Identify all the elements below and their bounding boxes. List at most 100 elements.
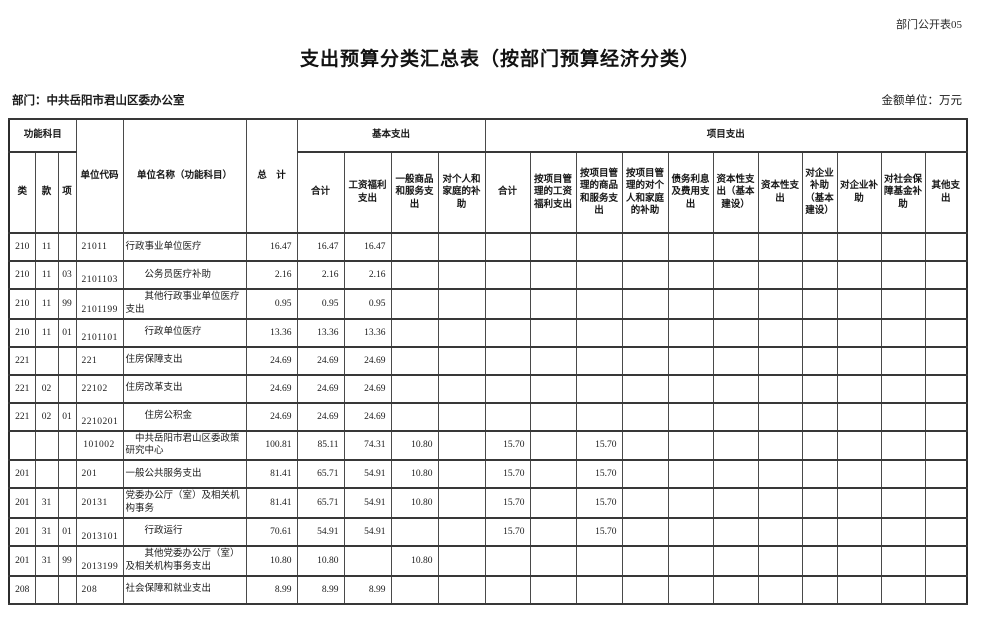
social-security-subsidy-cell	[880, 401, 926, 432]
unit-code-cell: 2013199	[75, 544, 124, 577]
table-row: 201 201 一般公共服务支出 81.41 65.71 54.91 10.80 15.70 1…	[8, 459, 968, 490]
capital-cell	[757, 401, 803, 432]
basic-individual-cell	[437, 401, 486, 432]
capital-construction-cell	[712, 260, 759, 290]
social-security-subsidy-cell	[880, 260, 926, 290]
enterprise-subsidy-cell	[836, 232, 882, 262]
basic-subtotal-cell: 13.36	[296, 317, 345, 348]
enterprise-subsidy-cell	[836, 544, 882, 577]
func-section-cell: 11	[34, 317, 59, 348]
header-project-group: 项目支出	[484, 118, 968, 153]
project-subtotal-cell	[484, 401, 531, 432]
basic-subtotal-cell: 16.47	[296, 232, 345, 262]
unit-code-cell: 201	[75, 459, 124, 490]
basic-subtotal-cell: 85.11	[296, 429, 345, 462]
project-individual-cell	[621, 345, 669, 376]
project-wages-cell	[529, 345, 577, 376]
basic-individual-cell	[437, 487, 486, 519]
func-section-cell	[34, 345, 59, 376]
basic-individual-cell	[437, 260, 486, 290]
department-label: 部门：中共岳阳市君山区委办公室	[12, 95, 185, 107]
unit-name-cell: 行政单位医疗	[122, 317, 247, 348]
debt-interest-cell	[667, 260, 714, 290]
debt-interest-cell	[667, 401, 714, 432]
project-wages-cell	[529, 401, 577, 432]
func-item-cell	[57, 232, 77, 262]
capital-construction-cell	[712, 288, 759, 320]
table-row: 210 11 01 2101101 行政单位医疗 13.36 13.36 13.36	[8, 317, 968, 348]
grand-total-cell: 10.80	[245, 544, 298, 577]
func-class-cell: 210	[8, 232, 36, 262]
basic-wages-cell: 54.91	[343, 459, 392, 490]
enterprise-subsidy-construction-cell	[801, 487, 838, 519]
other-expenditure-cell	[924, 459, 968, 490]
header-basic-individual: 对个人和家庭的补助	[437, 151, 486, 234]
func-section-cell: 11	[34, 232, 59, 262]
unit-code-cell: 22102	[75, 373, 124, 404]
project-goods-cell	[575, 373, 623, 404]
enterprise-subsidy-cell	[836, 516, 882, 547]
func-item-cell: 01	[57, 516, 77, 547]
project-subtotal-cell	[484, 373, 531, 404]
basic-goods-cell: 10.80	[390, 487, 439, 519]
basic-individual-cell	[437, 459, 486, 490]
other-expenditure-cell	[924, 288, 968, 320]
table-row: 210 11 03 2101103 公务员医疗补助 2.16 2.16 2.16	[8, 260, 968, 290]
project-individual-cell	[621, 429, 669, 462]
enterprise-subsidy-construction-cell	[801, 459, 838, 490]
grand-total-cell: 81.41	[245, 459, 298, 490]
unit-code-cell: 2013101	[75, 516, 124, 547]
project-wages-cell	[529, 373, 577, 404]
func-section-cell: 02	[34, 401, 59, 432]
enterprise-subsidy-construction-cell	[801, 373, 838, 404]
enterprise-subsidy-cell	[836, 345, 882, 376]
header-unit-code: 单位代码	[75, 118, 124, 234]
project-wages-cell	[529, 429, 577, 462]
capital-construction-cell	[712, 317, 759, 348]
project-wages-cell	[529, 487, 577, 519]
capital-cell	[757, 288, 803, 320]
basic-goods-cell	[390, 401, 439, 432]
enterprise-subsidy-cell	[836, 373, 882, 404]
project-individual-cell	[621, 317, 669, 348]
other-expenditure-cell	[924, 317, 968, 348]
unit-code-cell: 2101103	[75, 260, 124, 290]
project-subtotal-cell	[484, 544, 531, 577]
func-class-cell: 210	[8, 317, 36, 348]
header-project-wages: 按项目管理的工资福利支出	[529, 151, 577, 234]
unit-code-cell: 208	[75, 574, 124, 605]
project-subtotal-cell	[484, 317, 531, 348]
basic-subtotal-cell: 24.69	[296, 401, 345, 432]
capital-cell	[757, 260, 803, 290]
table-row: 201 31 01 2013101 行政运行 70.61 54.91 54.91 15.70 15…	[8, 516, 968, 547]
enterprise-subsidy-cell	[836, 487, 882, 519]
unit-name-cell: 住房公积金	[122, 401, 247, 432]
header-grand-total: 总 计	[245, 118, 298, 234]
func-class-cell: 210	[8, 260, 36, 290]
enterprise-subsidy-cell	[836, 260, 882, 290]
basic-wages-cell: 13.36	[343, 317, 392, 348]
enterprise-subsidy-cell	[836, 317, 882, 348]
project-goods-cell	[575, 260, 623, 290]
enterprise-subsidy-construction-cell	[801, 574, 838, 605]
project-goods-cell: 15.70	[575, 487, 623, 519]
header-basic-subtotal: 合计	[296, 151, 345, 234]
project-individual-cell	[621, 516, 669, 547]
other-expenditure-cell	[924, 487, 968, 519]
social-security-subsidy-cell	[880, 373, 926, 404]
other-expenditure-cell	[924, 373, 968, 404]
basic-individual-cell	[437, 429, 486, 462]
project-goods-cell	[575, 574, 623, 605]
basic-subtotal-cell: 24.69	[296, 373, 345, 404]
unit-code-cell: 2210201	[75, 401, 124, 432]
project-wages-cell	[529, 288, 577, 320]
enterprise-subsidy-construction-cell	[801, 429, 838, 462]
header-project-individual: 按项目管理的对个人和家庭的补助	[621, 151, 669, 234]
grand-total-cell: 100.81	[245, 429, 298, 462]
header-func-group: 功能科目	[8, 118, 77, 153]
func-section-cell: 31	[34, 544, 59, 577]
basic-goods-cell	[390, 232, 439, 262]
basic-individual-cell	[437, 544, 486, 577]
project-goods-cell: 15.70	[575, 429, 623, 462]
table-row: 221 02 22102 住房改革支出 24.69 24.69 24.69	[8, 373, 968, 404]
